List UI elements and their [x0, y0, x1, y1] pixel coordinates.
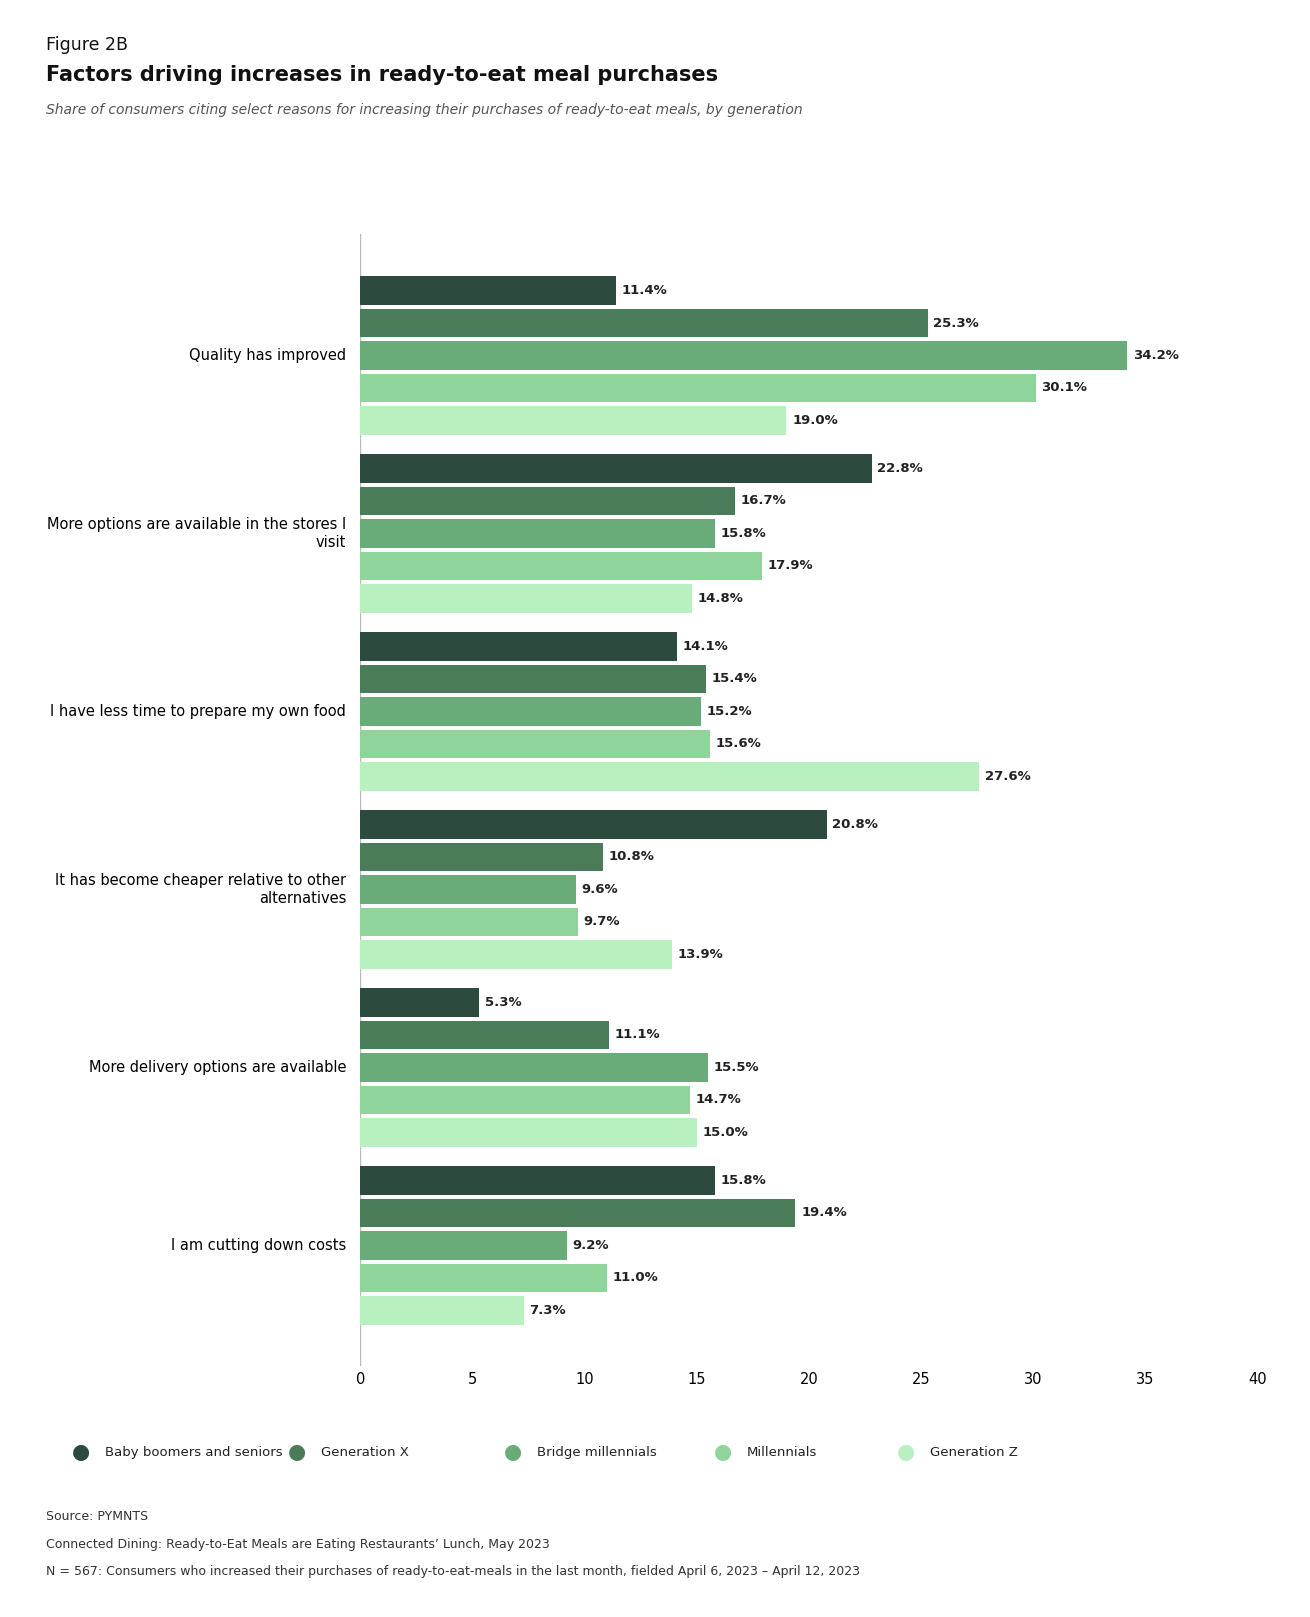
Text: 22.8%: 22.8%	[878, 462, 924, 475]
Bar	[360, 907, 578, 936]
Text: 16.7%: 16.7%	[740, 495, 786, 508]
Text: 19.0%: 19.0%	[793, 414, 838, 427]
Text: Baby boomers and seniors: Baby boomers and seniors	[105, 1446, 283, 1459]
Text: ●: ●	[714, 1442, 732, 1462]
Text: Generation Z: Generation Z	[930, 1446, 1018, 1459]
Bar	[360, 939, 672, 969]
Text: 13.9%: 13.9%	[677, 948, 723, 960]
Text: 7.3%: 7.3%	[529, 1303, 566, 1316]
Text: Generation X: Generation X	[321, 1446, 409, 1459]
Text: 27.6%: 27.6%	[985, 770, 1031, 783]
Bar	[360, 988, 479, 1017]
Text: 14.1%: 14.1%	[683, 640, 728, 653]
Bar	[360, 1117, 697, 1146]
Text: Share of consumers citing select reasons for increasing their purchases of ready: Share of consumers citing select reasons…	[46, 103, 803, 118]
Text: 14.8%: 14.8%	[698, 592, 744, 605]
Text: 15.2%: 15.2%	[707, 705, 752, 718]
Text: 14.7%: 14.7%	[696, 1093, 741, 1106]
Text: ●: ●	[288, 1442, 307, 1462]
Bar	[360, 277, 616, 306]
Text: ●: ●	[897, 1442, 916, 1462]
Text: 10.8%: 10.8%	[608, 851, 654, 863]
Bar	[360, 487, 735, 516]
Bar	[360, 729, 710, 758]
Text: Connected Dining: Ready-to-Eat Meals are Eating Restaurants’ Lunch, May 2023: Connected Dining: Ready-to-Eat Meals are…	[46, 1538, 550, 1551]
Text: Figure 2B: Figure 2B	[46, 36, 128, 53]
Bar	[360, 1295, 524, 1324]
Text: 15.6%: 15.6%	[715, 737, 761, 750]
Bar	[360, 519, 715, 548]
Text: 19.4%: 19.4%	[802, 1206, 846, 1219]
Text: 9.6%: 9.6%	[582, 883, 618, 896]
Text: ●: ●	[504, 1442, 523, 1462]
Text: 15.8%: 15.8%	[721, 527, 766, 540]
Bar	[360, 1020, 609, 1049]
Text: 15.5%: 15.5%	[714, 1061, 760, 1074]
Bar	[360, 1263, 607, 1292]
Text: Millennials: Millennials	[747, 1446, 817, 1459]
Bar	[360, 697, 701, 726]
Text: 15.4%: 15.4%	[711, 673, 757, 686]
Text: N = 567: Consumers who increased their purchases of ready-to-eat-meals in the la: N = 567: Consumers who increased their p…	[46, 1565, 859, 1578]
Bar	[360, 309, 927, 338]
Bar	[360, 584, 692, 613]
Text: Source: PYMNTS: Source: PYMNTS	[46, 1510, 148, 1523]
Bar	[360, 842, 603, 872]
Bar	[360, 1231, 567, 1260]
Text: 11.4%: 11.4%	[622, 285, 667, 298]
Text: 9.2%: 9.2%	[572, 1239, 609, 1252]
Bar	[360, 551, 762, 581]
Text: 20.8%: 20.8%	[832, 818, 879, 831]
Bar	[360, 632, 676, 661]
Text: 30.1%: 30.1%	[1041, 382, 1087, 395]
Bar	[360, 1198, 795, 1227]
Bar	[360, 341, 1128, 370]
Text: 11.1%: 11.1%	[614, 1028, 660, 1041]
Text: 11.0%: 11.0%	[613, 1271, 659, 1284]
Text: Bridge millennials: Bridge millennials	[537, 1446, 656, 1459]
Text: 5.3%: 5.3%	[485, 996, 521, 1009]
Text: 15.8%: 15.8%	[721, 1174, 766, 1187]
Bar	[360, 810, 827, 839]
Bar	[360, 1166, 715, 1195]
Text: 9.7%: 9.7%	[583, 915, 620, 928]
Text: 17.9%: 17.9%	[768, 559, 814, 572]
Bar	[360, 665, 706, 694]
Text: 25.3%: 25.3%	[934, 317, 979, 330]
Bar	[360, 454, 871, 483]
Text: 34.2%: 34.2%	[1133, 349, 1179, 362]
Bar	[360, 406, 786, 435]
Text: 15.0%: 15.0%	[702, 1125, 748, 1138]
Bar	[360, 762, 980, 791]
Text: Factors driving increases in ready-to-eat meal purchases: Factors driving increases in ready-to-ea…	[46, 65, 718, 84]
Bar	[360, 875, 575, 904]
Text: ●: ●	[72, 1442, 90, 1462]
Bar	[360, 1085, 690, 1114]
Bar	[360, 1053, 707, 1082]
Bar	[360, 374, 1035, 403]
